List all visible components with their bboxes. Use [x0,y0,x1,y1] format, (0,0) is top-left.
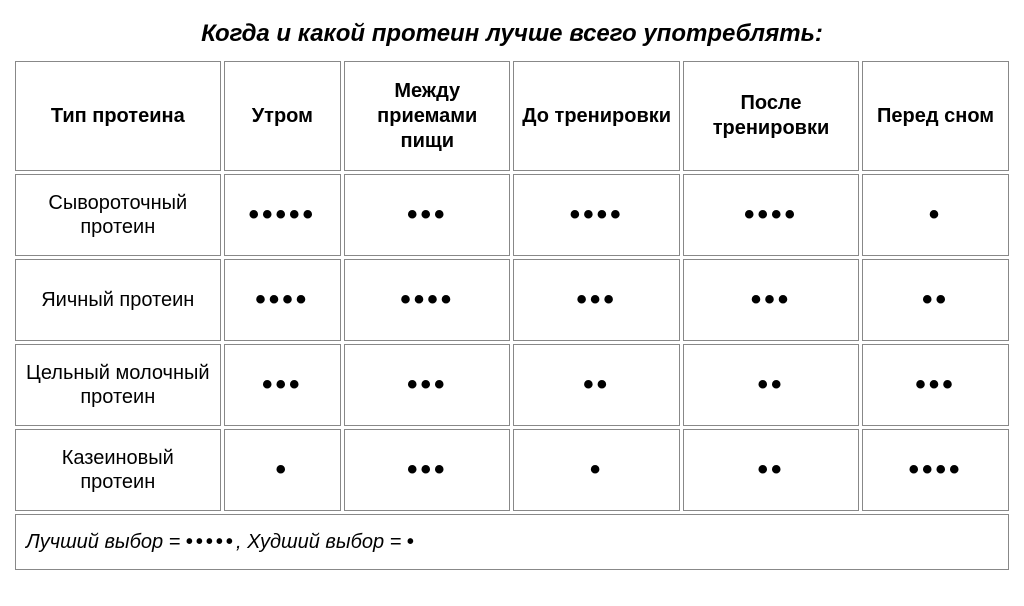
table-row: Цельный молочный протеин••••••••••••• [15,344,1009,426]
rating-cell: ••• [683,259,859,341]
rating-cell: •••• [683,174,859,256]
rating-cell: •••• [513,174,679,256]
col-header: После тренировки [683,61,859,171]
col-header: Перед сном [862,61,1009,171]
rating-cell: •••• [862,429,1009,511]
row-label: Сывороточный протеин [15,174,221,256]
legend-worst-label: Худший выбор [247,531,384,553]
col-header: Между приемами пищи [344,61,510,171]
rating-cell: •••• [344,259,510,341]
rating-cell: • [513,429,679,511]
rating-cell: • [224,429,341,511]
rating-cell: ••• [862,344,1009,426]
rating-cell: ••• [344,174,510,256]
legend-cell: Лучший выбор = •••••, Худший выбор = • [15,514,1009,570]
row-label: Казеиновый протеин [15,429,221,511]
legend-best-dots: ••••• [186,531,236,553]
rating-cell: ••••• [224,174,341,256]
rating-cell: •• [683,344,859,426]
table-row: Казеиновый протеин••••••••••• [15,429,1009,511]
legend-worst-dots: • [407,531,417,553]
col-header: Тип протеина [15,61,221,171]
table-header-row: Тип протеина Утром Между приемами пищи Д… [15,61,1009,171]
legend-best-label: Лучший выбор [26,531,163,553]
row-label: Яичный протеин [15,259,221,341]
rating-cell: ••• [344,429,510,511]
rating-cell: ••• [513,259,679,341]
page-title: Когда и какой протеин лучше всего употре… [12,20,1012,48]
rating-cell: •• [683,429,859,511]
table-row: Сывороточный протеин••••••••••••••••• [15,174,1009,256]
rating-cell: • [862,174,1009,256]
rating-cell: ••• [224,344,341,426]
rating-cell: •••• [224,259,341,341]
row-label: Цельный молочный протеин [15,344,221,426]
col-header: Утром [224,61,341,171]
table-row: Яичный протеин•••••••••••••••• [15,259,1009,341]
col-header: До тренировки [513,61,679,171]
legend-separator: , [236,531,247,553]
protein-table: Тип протеина Утром Между приемами пищи Д… [12,58,1012,573]
legend-row: Лучший выбор = •••••, Худший выбор = • [15,514,1009,570]
rating-cell: •• [513,344,679,426]
rating-cell: •• [862,259,1009,341]
rating-cell: ••• [344,344,510,426]
